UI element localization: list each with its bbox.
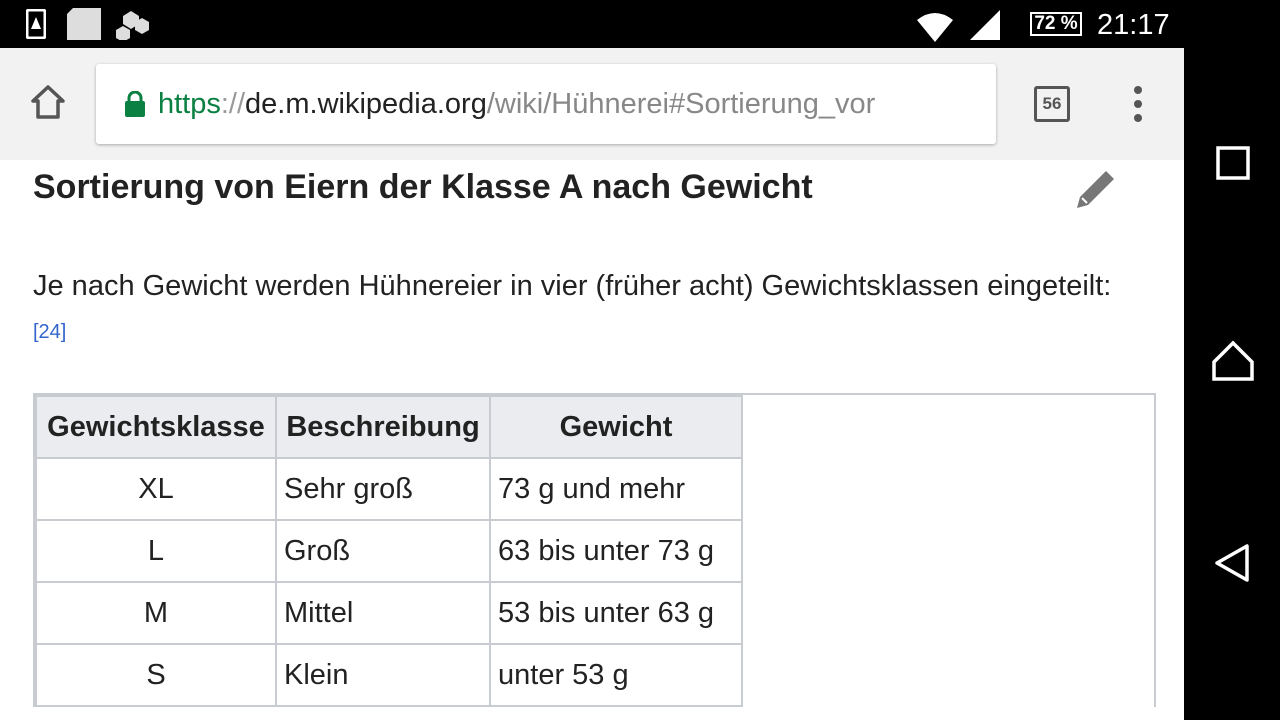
recents-button[interactable]	[1216, 146, 1250, 180]
table-row: L Groß 63 bis unter 73 g	[35, 519, 743, 583]
cell-weight: 63 bis unter 73 g	[489, 519, 743, 583]
back-button[interactable]	[1214, 543, 1250, 583]
cell-description: Sehr groß	[275, 457, 491, 521]
cell-description: Groß	[275, 519, 491, 583]
browser-toolbar: https://de.m.wikipedia.org/wiki/Hühnerei…	[0, 48, 1184, 160]
reference-link[interactable]: [24]	[33, 321, 67, 343]
url-bar[interactable]: https://de.m.wikipedia.org/wiki/Hühnerei…	[96, 64, 996, 144]
sd-card-icon	[67, 8, 101, 40]
status-bar: 72 % 21:17	[0, 0, 1280, 48]
home-nav-button[interactable]	[1212, 340, 1254, 382]
header-weight-class: Gewichtsklasse	[35, 395, 277, 459]
cell-class: M	[35, 581, 277, 645]
android-nav-bar	[1184, 48, 1280, 720]
url-separator: ://	[220, 87, 246, 120]
header-weight: Gewicht	[489, 395, 743, 459]
cell-description: Mittel	[275, 581, 491, 645]
battery-icon: 72 %	[1030, 12, 1082, 36]
lock-icon	[125, 91, 145, 117]
edit-pencil-icon[interactable]	[1073, 166, 1119, 212]
weight-class-table: Gewichtsklasse Beschreibung Gewicht XL Se…	[35, 395, 743, 707]
cell-description: Klein	[275, 643, 491, 707]
url-scheme: https	[158, 87, 221, 120]
cell-class: L	[35, 519, 277, 583]
sim-alert-icon	[26, 9, 46, 39]
cell-class: XL	[35, 457, 277, 521]
weight-class-table-wrapper: Gewichtsklasse Beschreibung Gewicht XL Se…	[33, 393, 1156, 707]
url-path: /wiki/Hühnerei#Sortierung_vor	[486, 87, 876, 120]
clock: 21:17	[1097, 9, 1170, 41]
header-description: Beschreibung	[275, 395, 491, 459]
table-row: XL Sehr groß 73 g und mehr	[35, 457, 743, 521]
table-row: S Klein unter 53 g	[35, 643, 743, 707]
paragraph-text: Je nach Gewicht werden Hühnereier in vie…	[33, 270, 1112, 302]
table-row: M Mittel 53 bis unter 63 g	[35, 581, 743, 645]
url-host: de.m.wikipedia.org	[245, 87, 487, 120]
cell-weight: unter 53 g	[489, 643, 743, 707]
section-heading: Sortierung von Eiern der Klasse A nach G…	[33, 168, 813, 206]
cell-weight: 73 g und mehr	[489, 457, 743, 521]
cell-class: S	[35, 643, 277, 707]
table-header-row: Gewichtsklasse Beschreibung Gewicht	[35, 395, 743, 459]
wifi-icon	[917, 13, 953, 42]
home-button[interactable]	[30, 84, 66, 120]
app-notification-icon	[116, 11, 149, 40]
tab-switcher-button[interactable]: 56	[1034, 86, 1070, 122]
signal-icon	[970, 10, 1000, 40]
intro-paragraph: Je nach Gewicht werden Hühnereier in vie…	[33, 260, 1133, 364]
cell-weight: 53 bis unter 63 g	[489, 581, 743, 645]
menu-button[interactable]	[1130, 86, 1146, 122]
